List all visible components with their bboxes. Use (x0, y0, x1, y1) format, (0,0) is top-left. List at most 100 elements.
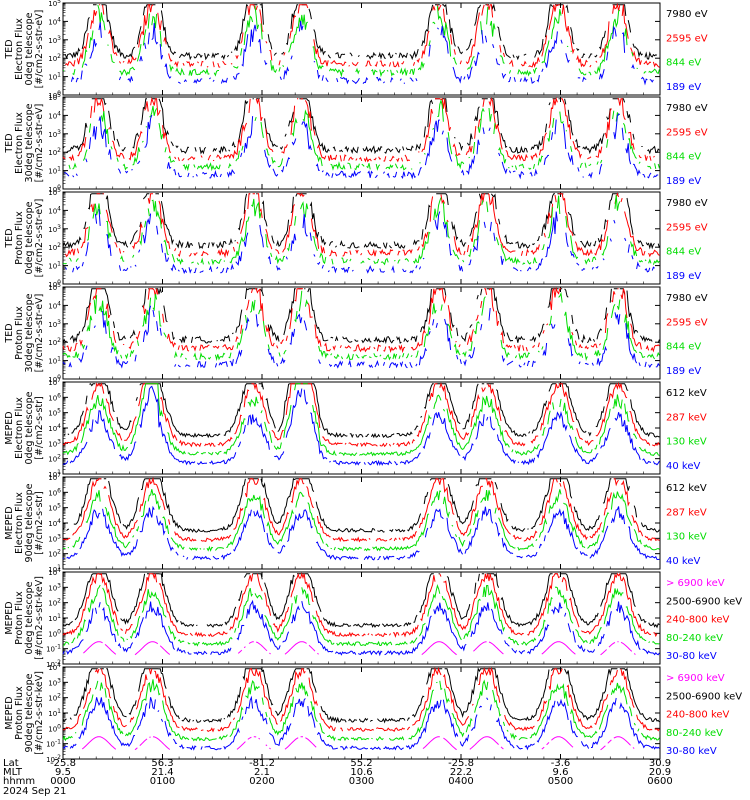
y-tick-label: 104 (48, 300, 61, 310)
y-tick-label: 101 (48, 261, 61, 271)
y-axis-label: [#/cm2-s-str-eV] (34, 199, 45, 278)
y-axis-label: [#/cm2-s-str-eV] (34, 10, 45, 89)
series-trace (64, 113, 659, 180)
y-tick-label: 103 (48, 319, 61, 329)
series-trace (81, 736, 635, 751)
legend-entry: 2595 eV (666, 317, 708, 328)
y-tick-label: 104 (48, 110, 61, 120)
y-tick-label: 104 (48, 16, 61, 26)
y-tick-label: 102 (48, 693, 61, 703)
legend-entry: 240-800 keV (666, 615, 730, 626)
legend-entry: 130 keV (666, 532, 707, 543)
y-tick-label: 102 (48, 598, 61, 608)
legend-entry: 189 eV (666, 82, 701, 93)
legend-entry: 844 eV (666, 152, 701, 163)
y-tick-label: 104 (48, 423, 61, 433)
y-tick-label: 105 (48, 0, 61, 8)
y-tick-label: 100 (48, 90, 61, 100)
legend-entry: 189 eV (666, 271, 701, 282)
x-tick-label-hhmm: 0600 (647, 776, 672, 787)
y-axis-label: [#/cm2-s-str] (34, 396, 45, 459)
y-tick-label: 10-1 (46, 644, 61, 654)
x-tick-label-hhmm: 0500 (548, 776, 573, 787)
x-tick-label-lat: 55.2 (350, 758, 372, 769)
y-axis-label: 90deg telescope (24, 483, 35, 562)
y-tick-label: 101 (48, 469, 61, 479)
series-trace (62, 489, 660, 552)
x-tick-label-lat: 30.9 (649, 758, 671, 769)
y-tick-label: 102 (48, 337, 61, 347)
x-axis-row-label: MLT (3, 767, 23, 778)
series-trace (63, 383, 660, 439)
legend-entry: 7980 eV (666, 198, 708, 209)
legend-entry: 80-240 keV (666, 728, 723, 739)
y-tick-label: 101 (48, 166, 61, 176)
y-tick-label: 10-2 (46, 659, 61, 669)
y-tick-label: 104 (48, 662, 61, 672)
y-axis-label: 0deg telescope (24, 201, 35, 274)
y-tick-label: 100 (48, 723, 61, 733)
x-axis-row-label: Lat (3, 758, 19, 769)
y-axis-label: [#/cm2-s-str] (34, 491, 45, 554)
y-tick-label: 107 (48, 377, 61, 387)
panel-6: 101 102 103 104 105 106 107 MEPED Electron Flux 9… (4, 472, 707, 574)
y-axis-label: MEPED (4, 411, 15, 444)
legend-entry: 30-80 keV (666, 651, 717, 662)
y-axis-label: [#/cm2-s-str-eV] (34, 294, 45, 373)
legend-entry: 2595 eV (666, 222, 708, 233)
y-axis-label: Proton Flux (14, 306, 25, 360)
y-tick-label: 102 (48, 53, 61, 63)
panel-4: 100 101 102 103 104 105 TED Proton Flux 30deg te… (4, 282, 708, 384)
panel-5: 101 102 103 104 105 106 107 MEPED Electron Flux 0… (4, 377, 707, 479)
y-tick-label: 102 (48, 454, 61, 464)
series-trace (83, 641, 636, 656)
series-trace (62, 584, 660, 647)
legend-entry: 844 eV (666, 58, 701, 69)
x-axis-row-label: 2024 Sep 21 (3, 786, 66, 797)
legend-entry: 2500-6900 keV (666, 691, 742, 702)
series-trace (62, 96, 655, 163)
series-trace (62, 290, 660, 362)
y-tick-label: 101 (48, 613, 61, 623)
series-trace (62, 695, 660, 751)
legend-entry: 30-80 keV (666, 746, 717, 757)
panel-2: 100 101 102 103 104 105 TED Electron Flux 30deg … (4, 92, 708, 194)
series-trace (62, 195, 660, 266)
y-axis-label: 0deg telescope (24, 391, 35, 464)
y-tick-label: 103 (48, 677, 61, 687)
y-tick-label: 10-2 (46, 754, 61, 764)
legend-entry: 287 keV (666, 412, 707, 423)
y-tick-label: 104 (48, 567, 61, 577)
series-trace (62, 383, 660, 457)
y-tick-label: 105 (48, 503, 61, 513)
y-tick-label: 10-1 (46, 739, 61, 749)
y-axis-label: Proton Flux (14, 686, 25, 740)
legend-entry: > 6900 keV (666, 578, 725, 589)
y-axis-label: 90deg telescope (24, 673, 35, 752)
legend-entry: 612 keV (666, 388, 707, 399)
y-axis-label: [#/cm2-s-str-keV] (34, 671, 45, 755)
y-axis-label: Electron Flux (14, 397, 25, 459)
y-axis-label: Proton Flux (14, 211, 25, 265)
series-trace (62, 478, 660, 533)
y-tick-label: 103 (48, 224, 61, 234)
y-axis-label: Electron Flux (14, 492, 25, 554)
y-axis-label: TED (4, 228, 15, 248)
y-axis-label: TED (4, 39, 15, 59)
y-tick-label: 107 (48, 472, 61, 482)
legend-entry: 40 keV (666, 556, 700, 567)
y-axis-label: TED (4, 133, 15, 153)
panel-8: 10-2 10-1 100 101 102 103 104 MEPED Proton Flux 9… (4, 662, 742, 764)
series-trace (62, 505, 660, 561)
x-tick-label-lat: 56.3 (151, 758, 173, 769)
y-tick-label: 105 (48, 408, 61, 418)
y-tick-label: 103 (48, 533, 61, 543)
x-axis-row-label: hhmm (3, 776, 35, 787)
y-tick-label: 103 (48, 438, 61, 448)
x-tick-label-mlt: 22.2 (450, 767, 472, 778)
series-trace (62, 98, 660, 155)
legend-entry: 80-240 keV (666, 633, 723, 644)
y-axis-label: 30deg telescope (24, 103, 35, 182)
x-tick-label-mlt: 20.9 (649, 767, 671, 778)
y-tick-label: 101 (48, 564, 61, 574)
